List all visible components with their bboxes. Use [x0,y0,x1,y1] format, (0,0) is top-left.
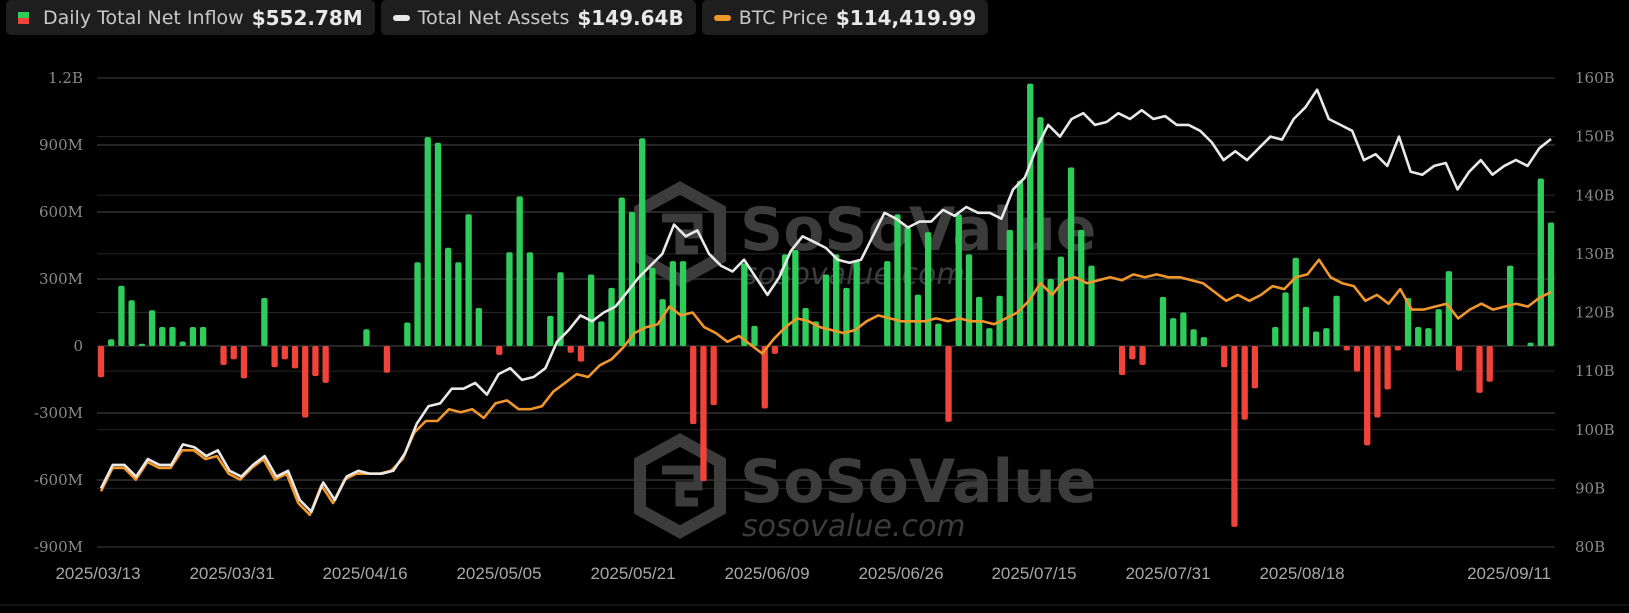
svg-text:-300M: -300M [34,404,83,422]
svg-text:2025/06/26: 2025/06/26 [858,564,943,583]
legend-value: $552.78M [251,5,363,30]
svg-text:160B: 160B [1575,69,1615,87]
svg-text:2025/03/13: 2025/03/13 [55,564,140,583]
svg-text:2025/07/31: 2025/07/31 [1125,564,1210,583]
legend-label: Total Net Assets [417,6,570,29]
svg-text:1.2B: 1.2B [48,69,83,87]
left-y-axis: 1.2B 900M 600M 300M 0 -300M -600M -900M [34,69,83,556]
legend-label: BTC Price [738,6,828,29]
svg-text:130B: 130B [1575,245,1615,263]
svg-text:600M: 600M [39,203,83,221]
svg-text:2025/05/05: 2025/05/05 [456,564,541,583]
legend-value: $149.64B [577,5,684,30]
svg-text:2025/09/11: 2025/09/11 [1467,564,1551,583]
svg-text:-900M: -900M [34,538,83,556]
right-y-axis: 160B 150B 140B 130B 120B 110B 100B 90B 80B [1575,69,1615,556]
svg-text:0: 0 [73,337,83,355]
svg-text:2025/04/16: 2025/04/16 [322,564,407,583]
svg-text:90B: 90B [1575,479,1605,497]
svg-text:-600M: -600M [34,471,83,489]
svg-text:2025/03/31: 2025/03/31 [189,564,274,583]
white-line-swatch-icon [392,14,410,21]
inflow-bar-swatch-icon [18,11,29,24]
legend-item-btc-price[interactable]: BTC Price $114,419.99 [701,0,989,35]
legend-item-total-net-assets[interactable]: Total Net Assets $149.64B [380,0,696,35]
svg-text:2025/06/09: 2025/06/09 [724,564,809,583]
svg-text:2025/05/21: 2025/05/21 [590,564,675,583]
legend-label: Daily Total Net Inflow [43,6,244,29]
svg-text:2025/08/18: 2025/08/18 [1259,564,1344,583]
legend-item-daily-net-inflow[interactable]: Daily Total Net Inflow $552.78M [6,0,375,35]
legend-value: $114,419.99 [835,5,977,30]
svg-text:100B: 100B [1575,421,1615,439]
svg-text:SoSoValue: SoSoValue [740,447,1096,517]
svg-text:120B: 120B [1575,304,1615,322]
svg-text:150B: 150B [1575,128,1615,146]
svg-text:110B: 110B [1575,362,1615,380]
svg-text:900M: 900M [39,136,83,154]
chart-legend: Daily Total Net Inflow $552.78M Total Ne… [6,0,989,35]
svg-text:2025/07/15: 2025/07/15 [991,564,1076,583]
svg-text:140B: 140B [1575,186,1615,204]
svg-text:SoSoValue: SoSoValue [740,195,1096,265]
svg-text:sosovalue.com: sosovalue.com [742,509,966,544]
series-lines [99,88,1552,517]
svg-text:80B: 80B [1575,538,1605,556]
inflow-bars [97,83,1555,527]
x-axis: 2025/03/13 2025/03/31 2025/04/16 2025/05/05… [55,564,1550,583]
orange-line-swatch-icon [713,14,731,21]
svg-text:300M: 300M [39,270,83,288]
